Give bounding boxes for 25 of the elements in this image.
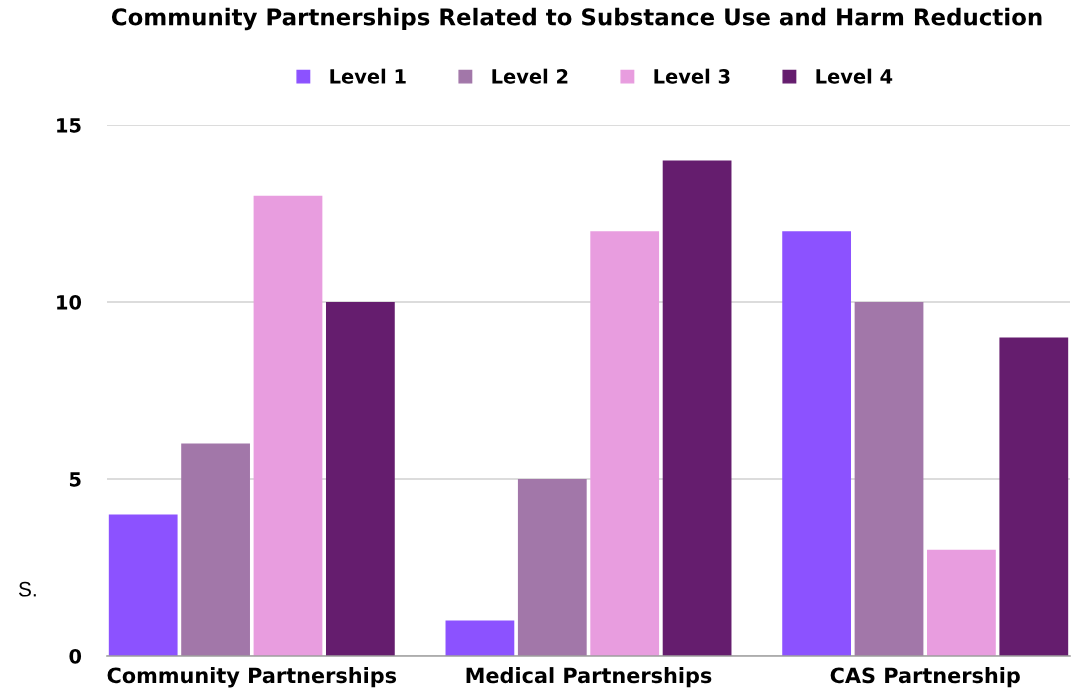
bar — [782, 231, 852, 656]
x-tick-label: Community Partnerships — [107, 667, 397, 688]
y-tick-label: 0 — [69, 648, 82, 664]
bar — [253, 195, 323, 656]
x-tick-label: Medical Partnerships — [466, 667, 712, 688]
chart-title: Community Partnerships Related to Substance Use and Harm Reduction — [111, 7, 1042, 31]
bar — [445, 620, 515, 656]
bar — [854, 302, 924, 656]
y-tick-label: 10 — [57, 294, 82, 310]
legend-label: Level 3 — [654, 68, 730, 84]
bar — [927, 549, 996, 656]
bar — [662, 160, 732, 656]
bar — [999, 337, 1069, 656]
legend-label: Level 1 — [330, 68, 406, 84]
bar — [181, 443, 250, 656]
x-tick-label: CAS Partnership — [830, 667, 1020, 688]
legend-label: Level 4 — [816, 68, 893, 84]
bar — [325, 302, 395, 656]
bar — [517, 479, 587, 656]
legend-label: Level 2 — [492, 68, 568, 84]
bar — [590, 231, 660, 656]
bar — [108, 514, 178, 656]
y-tick-label: 15 — [57, 118, 81, 133]
text: S. — [18, 581, 36, 597]
y-tick-label: 5 — [69, 472, 81, 487]
